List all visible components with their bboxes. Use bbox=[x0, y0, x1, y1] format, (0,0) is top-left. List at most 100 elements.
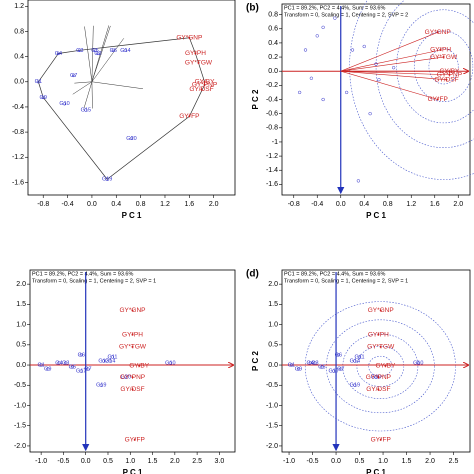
environment-label: GY*PNP bbox=[437, 71, 462, 78]
sector-ray bbox=[91, 25, 111, 82]
y-tick-label: 0.0 bbox=[14, 79, 24, 86]
environment-point bbox=[436, 31, 439, 34]
environment-label: GY*GNP bbox=[119, 307, 145, 314]
environment-label: GY*TGW bbox=[119, 344, 147, 351]
environment-label: GY*TGW bbox=[185, 60, 213, 67]
y-tick-label: 0.4 bbox=[268, 40, 278, 47]
genotype-point bbox=[374, 62, 378, 66]
environment-label: GY/DSF bbox=[189, 86, 213, 93]
genotype-label: G2 bbox=[94, 51, 101, 57]
genotype-point bbox=[320, 365, 324, 369]
environment-label: GY*GNP bbox=[176, 34, 202, 41]
y-axis-label: P C 2 bbox=[251, 351, 260, 371]
environment-point bbox=[448, 70, 451, 73]
genotype-point bbox=[111, 48, 115, 52]
environment-vector bbox=[340, 70, 447, 80]
genotype-label: G19 bbox=[350, 383, 360, 389]
x-tick-label: -0.8 bbox=[288, 201, 300, 208]
environment-point bbox=[131, 309, 134, 312]
y-tick-label: -0.5 bbox=[266, 382, 278, 389]
y-tick-label: 0.0 bbox=[16, 362, 26, 369]
genotype-label: G19 bbox=[102, 177, 112, 183]
genotype-label: G19 bbox=[96, 383, 106, 389]
genotype-point bbox=[303, 48, 308, 52]
genotype-label: G1 bbox=[35, 79, 42, 85]
x-tick-label: -0.4 bbox=[62, 201, 74, 208]
environment-point bbox=[131, 376, 134, 379]
x-tick-label: 0.5 bbox=[355, 458, 365, 465]
environment-point bbox=[377, 388, 380, 391]
y-tick-label: 0.8 bbox=[268, 11, 278, 18]
genotype-point bbox=[96, 51, 100, 56]
concentric-circle bbox=[343, 334, 418, 399]
genotype-label: G17 bbox=[76, 369, 86, 375]
x-tick-label: 0.4 bbox=[111, 201, 121, 208]
y-tick-label: 1.0 bbox=[268, 321, 278, 328]
genotype-point bbox=[41, 95, 45, 100]
genotype-point bbox=[78, 48, 82, 52]
x-tick-label: 2.0 bbox=[425, 458, 435, 465]
genotype-label: G3 bbox=[62, 360, 69, 366]
x-tick-label: 1.0 bbox=[125, 458, 135, 465]
x-tick-label: 0.8 bbox=[136, 201, 146, 208]
y-tick-label: -1.6 bbox=[12, 179, 24, 186]
genotype-label: G9 bbox=[40, 95, 47, 101]
genotype-point bbox=[296, 367, 301, 371]
polygon-hull bbox=[37, 37, 205, 180]
genotype-point bbox=[79, 353, 83, 357]
sector-ray bbox=[91, 25, 110, 82]
x-tick-label: 3.0 bbox=[215, 458, 225, 465]
environment-point bbox=[197, 61, 200, 64]
genotype-point bbox=[391, 66, 396, 70]
environment-point bbox=[131, 388, 134, 391]
genotype-label: G10 bbox=[413, 360, 423, 366]
x-tick-label: -1.0 bbox=[283, 458, 295, 465]
plot-frame bbox=[29, 269, 236, 453]
genotype-label: G12 bbox=[98, 358, 108, 364]
environment-point bbox=[384, 364, 387, 367]
genotype-point bbox=[350, 48, 355, 52]
header-line: PC1 = 89.2%, PC2 = 4.4%, Sum = 93.6% bbox=[284, 5, 385, 11]
genotype-point bbox=[168, 361, 173, 365]
genotype-label: G4 bbox=[55, 51, 62, 57]
concentric-circle bbox=[326, 320, 434, 413]
y-tick-label: -1.2 bbox=[266, 153, 278, 160]
header-line: Transform = 0, Scaling = 1, Centering = … bbox=[284, 278, 408, 284]
x-tick-label: 2.0 bbox=[209, 201, 219, 208]
plot-area bbox=[305, 302, 455, 431]
genotype-label: G20 bbox=[371, 375, 381, 381]
y-tick-label: -0.8 bbox=[12, 129, 24, 136]
environment-vector bbox=[340, 32, 438, 72]
sector-ray bbox=[91, 81, 93, 109]
y-tick-label: 2.0 bbox=[16, 281, 26, 288]
genotype-point bbox=[105, 177, 109, 181]
genotype-point bbox=[357, 355, 362, 359]
genotype-point bbox=[308, 361, 312, 365]
environment-vector bbox=[340, 49, 441, 72]
y-tick-label: 0.6 bbox=[268, 26, 278, 33]
concentric-circle bbox=[397, 10, 474, 123]
concentric-circle bbox=[305, 302, 455, 431]
y-tick-label: -1.5 bbox=[14, 423, 26, 430]
genotype-label: G7 bbox=[70, 73, 77, 79]
y-tick-label: 1.2 bbox=[14, 3, 24, 10]
genotype-point bbox=[62, 102, 67, 106]
genotype-label: G14 bbox=[120, 48, 130, 54]
environment-label: GY*PNP bbox=[192, 82, 217, 89]
x-axis-label: P C 1 bbox=[366, 211, 386, 220]
genotype-point bbox=[344, 90, 349, 95]
y-tick-label: -0.5 bbox=[14, 382, 26, 389]
genotype-label: G4 bbox=[55, 360, 62, 366]
genotype-point bbox=[333, 16, 337, 20]
y-tick-label: 1.5 bbox=[16, 301, 26, 308]
environment-label: GY*FP bbox=[428, 96, 448, 103]
environment-label: GY/BY bbox=[440, 68, 461, 75]
genotype-label: G9 bbox=[44, 367, 51, 373]
genotype-label: G7 bbox=[84, 367, 91, 373]
y-tick-label: 0.8 bbox=[14, 28, 24, 35]
environment-label: GY*PH bbox=[122, 331, 143, 338]
genotype-point bbox=[110, 355, 115, 359]
header-line: PC1 = 89.2%, PC2 = 4.4%, Sum = 93.6% bbox=[284, 271, 385, 277]
environment-label: GY*GNP bbox=[425, 29, 451, 36]
environment-label: GY/BY bbox=[375, 363, 396, 370]
